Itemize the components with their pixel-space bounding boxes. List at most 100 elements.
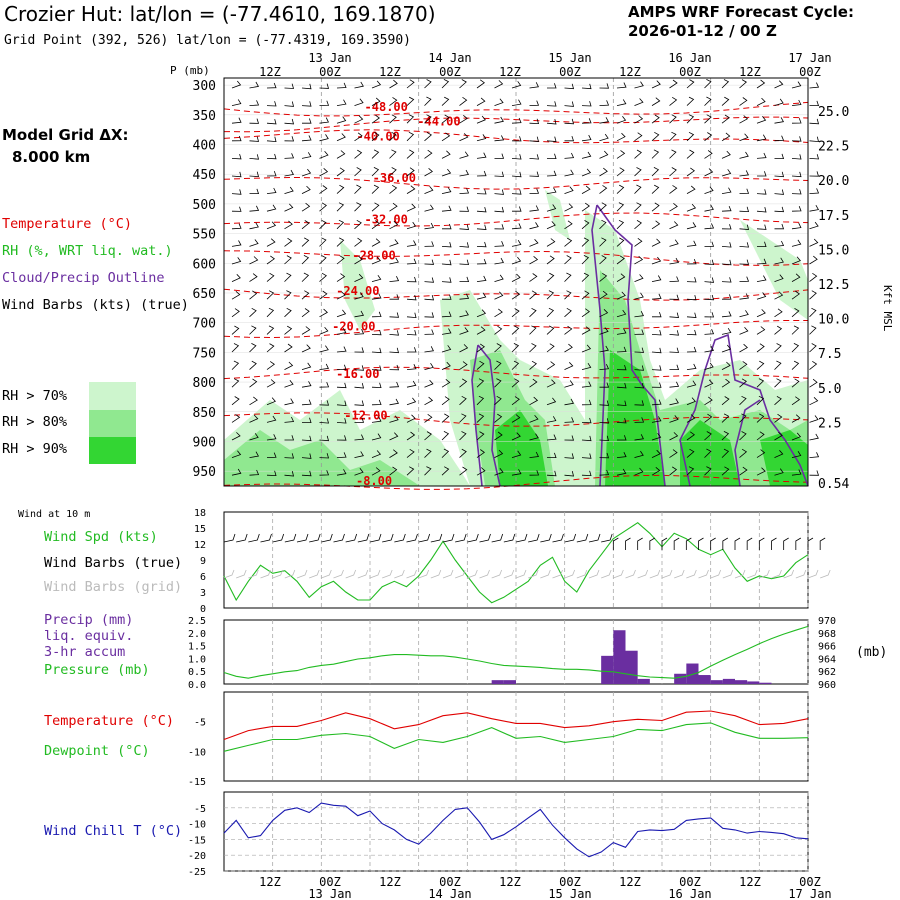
wind-barb-true: [394, 533, 406, 543]
isotherm-line: [223, 212, 809, 227]
wind-barb: [704, 312, 715, 318]
wind-barb: [441, 114, 450, 124]
wind-barb: [371, 311, 382, 318]
wind-barb: [459, 395, 467, 406]
wind-barb: [774, 291, 784, 300]
wind-barb: [547, 452, 557, 458]
wind-barb: [389, 167, 397, 177]
wind-barb-grid: [430, 569, 442, 579]
wind-barb: [231, 257, 242, 265]
top-hour-label: 12Z: [499, 65, 521, 79]
wind-barb: [301, 308, 310, 318]
wind-barb: [581, 290, 590, 300]
wind-barb: [319, 134, 329, 142]
wind-barb: [651, 220, 661, 230]
wind-barb-grid: [296, 569, 308, 579]
wind-barb: [774, 396, 782, 406]
wind-barb: [441, 150, 451, 159]
wind-barb: [599, 309, 609, 318]
wind-barb: [616, 468, 627, 476]
wind-barb: [249, 469, 260, 476]
legend-wind: Wind Barbs (kts) (true): [2, 297, 189, 313]
wind-barb: [739, 326, 749, 335]
precip-bar: [747, 681, 760, 684]
wind-barb: [371, 416, 382, 423]
isotherm-label: -44.00: [417, 115, 460, 129]
wind-barb: [651, 365, 662, 371]
wind-barb: [371, 274, 382, 282]
wind-barb-grid: [698, 569, 709, 579]
wind-barb: [249, 360, 257, 370]
wind-barb-grid: [576, 569, 588, 579]
wind-barb: [494, 206, 505, 213]
wind-barb: [389, 184, 398, 194]
precip-tick-label: 0.5: [188, 667, 206, 678]
wind-barb: [616, 219, 625, 230]
wind-barb: [231, 135, 242, 142]
wind-barb-true: [722, 537, 729, 550]
wind-barb: [476, 241, 487, 248]
pressure-right-tick: 968: [818, 629, 836, 640]
wind-barb: [336, 99, 347, 106]
legend-liq-equiv: liq. equiv.: [44, 628, 134, 644]
wind-barb: [739, 413, 747, 423]
wind-barb: [809, 360, 818, 370]
wind-barb: [284, 290, 292, 300]
precip-bar: [759, 682, 772, 684]
wind-barb: [231, 396, 240, 406]
wind-barb: [546, 221, 556, 230]
wind-barb: [686, 131, 695, 142]
wind-barb-true: [710, 537, 716, 550]
wind-barb: [599, 364, 610, 370]
wind-barb: [686, 96, 695, 106]
wind-barb: [476, 431, 485, 441]
wind-barb-true: [625, 537, 631, 550]
wind-barb: [616, 82, 627, 89]
wind-barb: [284, 380, 294, 388]
wind-barb: [424, 96, 432, 106]
wind-barb: [774, 413, 783, 423]
wind-barb: [529, 82, 540, 89]
wind-barb-grid: [734, 569, 746, 579]
wind-barb: [669, 364, 680, 370]
wind-barb: [599, 290, 608, 300]
wind-barb: [756, 360, 765, 370]
wind-barb: [249, 154, 260, 160]
wind-barb: [301, 362, 312, 370]
wind-barb: [756, 378, 765, 388]
wind-barb: [284, 435, 295, 441]
bottom-hour-label: 12Z: [619, 875, 641, 889]
wind-barb: [774, 450, 784, 458]
wind-barb: [704, 204, 714, 212]
wind-barb: [424, 79, 432, 89]
wind-barb: [406, 258, 417, 265]
wind-barb: [406, 380, 417, 388]
pressure-tick-label: 800: [193, 376, 216, 391]
wind-barb: [739, 395, 747, 406]
wind-barb: [581, 168, 592, 177]
wind-barb: [686, 149, 695, 159]
wind-barb: [581, 344, 592, 353]
wind-barb: [546, 255, 555, 265]
wind-barb: [581, 399, 592, 406]
wind-barb: [301, 272, 310, 282]
wind-barb: [494, 291, 504, 300]
wind-barb: [616, 167, 625, 177]
pressure-right-tick: 966: [818, 642, 836, 653]
wind-barb: [389, 312, 400, 318]
wind-barb: [722, 294, 732, 300]
wind-barb: [739, 151, 749, 159]
wind-barb: [616, 202, 625, 212]
wind-barb: [546, 379, 556, 388]
wind-barb: [231, 432, 241, 441]
wind-barb-true: [552, 533, 564, 543]
wind-barb: [319, 237, 327, 247]
pressure-tick-label: 900: [193, 435, 216, 450]
wind-barb: [494, 189, 505, 195]
legend-wind-chill: Wind Chill T (°C): [44, 823, 183, 839]
wind-barb: [686, 277, 697, 283]
wind-barb: [284, 343, 293, 353]
wind-barb: [424, 413, 433, 423]
wind-barb: [669, 347, 680, 353]
cloud-outline: [591, 204, 666, 487]
